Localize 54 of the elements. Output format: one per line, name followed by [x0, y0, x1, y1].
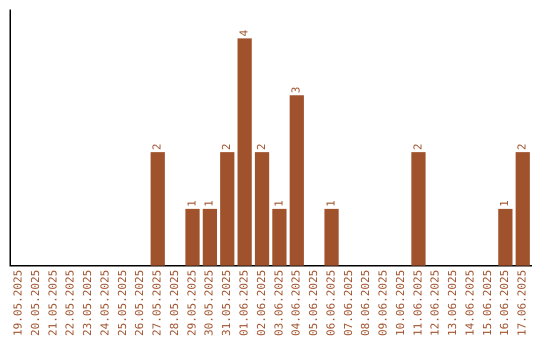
x-tick-label: 05.06.2025 [307, 270, 320, 336]
bar [150, 152, 165, 266]
x-tick-label: 22.05.2025 [64, 270, 77, 336]
bar [411, 152, 426, 266]
x-tick-label: 23.05.2025 [81, 270, 94, 336]
x-tick-label: 08.06.2025 [359, 270, 372, 336]
data-label: 1 [202, 200, 216, 207]
data-label: 2 [150, 143, 164, 150]
x-tick-label: 14.06.2025 [463, 270, 476, 336]
bar [202, 208, 218, 266]
x-tick-label: 03.06.2025 [272, 270, 286, 336]
x-tick-label: 27.05.2025 [150, 270, 164, 336]
x-tick-label: 06.06.2025 [324, 270, 338, 336]
bar [290, 95, 304, 266]
x-tick-label: 07.06.2025 [342, 270, 355, 336]
x-tick-label: 19.05.2025 [12, 270, 25, 336]
bar [220, 152, 234, 266]
x-tick-label: 15.06.2025 [480, 270, 494, 336]
x-tick-label: 31.05.2025 [220, 270, 234, 336]
data-label: 2 [220, 143, 234, 150]
x-tick-label: 11.06.2025 [411, 270, 424, 336]
x-tick-label: 17.06.2025 [516, 270, 529, 336]
x-tick-label: 04.06.2025 [290, 270, 303, 336]
data-label: 1 [272, 200, 286, 207]
data-label: 4 [238, 29, 251, 36]
data-label: 1 [498, 200, 512, 207]
x-tick-label: 01.06.2025 [238, 270, 251, 336]
bar [498, 208, 512, 266]
x-tick-label: 09.06.2025 [376, 270, 390, 336]
x-tick-label: 24.05.2025 [98, 270, 112, 336]
x-tick-label: 26.05.2025 [133, 270, 146, 336]
bar [516, 152, 530, 266]
data-label: 1 [324, 200, 338, 207]
bar [238, 38, 252, 266]
bar [272, 208, 287, 266]
x-tick-label: 10.06.2025 [394, 270, 407, 336]
x-tick-label: 30.05.2025 [202, 270, 216, 336]
x-tick-label: 20.05.2025 [28, 270, 42, 336]
x-tick-label: 29.05.2025 [185, 270, 198, 336]
x-tick-label: 12.06.2025 [428, 270, 442, 336]
x-tick-label: 16.06.2025 [498, 270, 512, 336]
data-label: 2 [516, 143, 529, 150]
x-tick-label: 21.05.2025 [46, 270, 60, 336]
x-tick-label: 25.05.2025 [116, 270, 129, 336]
data-label: 2 [411, 143, 424, 150]
x-tick-label: 02.06.2025 [254, 270, 268, 336]
bar [324, 208, 339, 266]
data-label: 2 [254, 143, 268, 150]
data-label: 3 [290, 86, 303, 94]
bar [185, 208, 200, 266]
bar [254, 152, 270, 266]
data-label: 1 [185, 200, 198, 207]
x-tick-label: 28.05.2025 [168, 270, 181, 336]
x-tick-label: 13.06.2025 [446, 270, 460, 336]
